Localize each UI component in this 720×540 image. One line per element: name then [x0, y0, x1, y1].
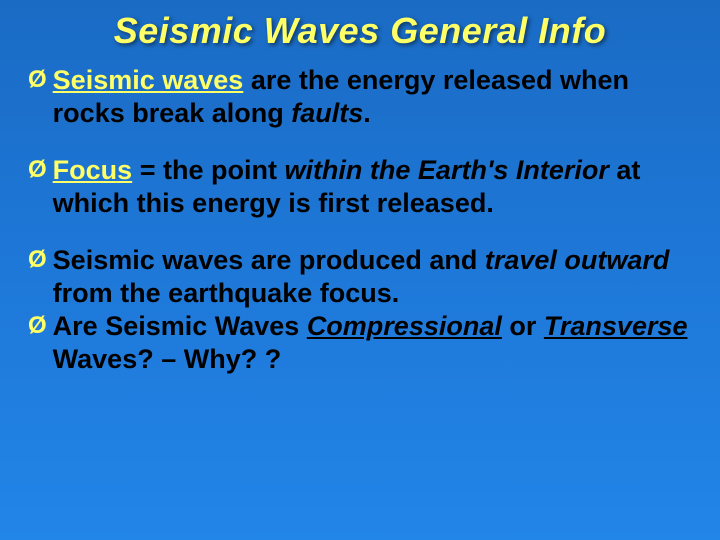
text-run: or [502, 311, 544, 341]
bullet-item: Ø Are Seismic Waves Compressional or Tra… [28, 310, 692, 376]
text-run: from the earthquake focus. [53, 278, 400, 308]
underline-italic-run: Transverse [544, 311, 688, 341]
slide-title: Seismic Waves General Info [28, 10, 692, 52]
bullet-item: Ø Seismic waves are produced and travel … [28, 244, 692, 310]
text-run: Waves? – Why? ? [53, 344, 282, 374]
bullet-text: Focus = the point within the Earth's Int… [53, 154, 692, 220]
underline-italic-run: Compressional [307, 311, 502, 341]
term: Focus [53, 155, 133, 185]
text-run: = the point [132, 155, 284, 185]
bullet-glyph-icon: Ø [28, 64, 47, 130]
bullet-glyph-icon: Ø [28, 244, 47, 310]
bullet-item: Ø Seismic waves are the energy released … [28, 64, 692, 130]
text-run: . [363, 98, 371, 128]
term: Seismic waves [53, 65, 244, 95]
italic-run: faults [291, 98, 363, 128]
bullet-glyph-icon: Ø [28, 154, 47, 220]
text-run: Seismic waves are produced and [53, 245, 485, 275]
bullet-glyph-icon: Ø [28, 310, 47, 376]
italic-run: travel outward [485, 245, 670, 275]
bullet-text: Are Seismic Waves Compressional or Trans… [53, 310, 692, 376]
slide: Seismic Waves General Info Ø Seismic wav… [0, 0, 720, 540]
bullet-text: Seismic waves are the energy released wh… [53, 64, 692, 130]
slide-body: Ø Seismic waves are the energy released … [28, 64, 692, 376]
text-run: Are Seismic Waves [53, 311, 307, 341]
italic-run: within the Earth's Interior [284, 155, 608, 185]
bullet-item: Ø Focus = the point within the Earth's I… [28, 154, 692, 220]
bullet-text: Seismic waves are produced and travel ou… [53, 244, 692, 310]
